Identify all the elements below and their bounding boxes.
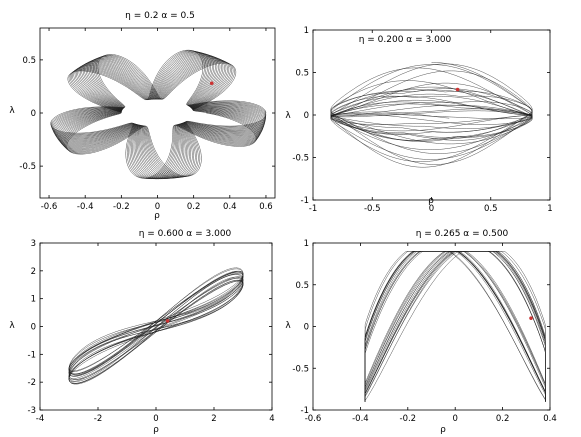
panel-1-xtick-label: -0.6 xyxy=(41,202,58,212)
panel-3-ytick-label: 0 xyxy=(31,323,36,333)
panel-4-ytick-label: -0.5 xyxy=(292,364,309,374)
panel-4-xtick-label: -0.4 xyxy=(352,414,369,424)
panel-3-xtick-label: 2 xyxy=(211,414,216,424)
panel-4-curve xyxy=(364,251,546,402)
panel-3-ytick-label: 3 xyxy=(31,239,36,249)
panel-2-ytick-label: -1 xyxy=(301,196,309,206)
panel-1-xtick-label: 0.6 xyxy=(259,202,273,212)
panel-4-xtick-label: 0 xyxy=(452,414,457,424)
panel-3-ytick-label: 1 xyxy=(31,295,36,305)
panel-4-trajectory xyxy=(364,251,546,402)
panel-1-ytick-label: 0.5 xyxy=(22,56,36,66)
panel-3-ytick-label: 2 xyxy=(31,267,36,277)
panel-4-ticks: -0.6 -0.4 -0.2 0 0.2 0.4 -1 -0.5 0 0.5 1 xyxy=(292,239,556,424)
panel-3-ticks: -4 -2 0 2 4 -3 -2 -1 0 1 2 3 xyxy=(28,239,275,424)
panel-3-marker xyxy=(165,319,170,323)
panel-1-xtick-label: -0.2 xyxy=(113,202,130,212)
panel-2-ytick-label: 0 xyxy=(304,111,309,121)
panel-1: η = 0.2 α = 0.5 -0.6 -0.4 -0.2 0 0.2 0.4 0.6-0… xyxy=(9,11,276,221)
panel-2-xlabel: ρ xyxy=(428,196,434,206)
panel-2-xtick-label: -0.5 xyxy=(364,204,381,214)
panel-3-title: η = 0.600 α = 3.000 xyxy=(139,229,232,239)
panel-4: η = 0.265 α = 0.500 -0.6 -0.4 -0.2 0 0.2 0.4-… xyxy=(285,229,556,435)
panel-4-ytick-label: 1 xyxy=(304,239,309,249)
panel-2-curve xyxy=(330,62,533,168)
panel-1-ytick-label: 0 xyxy=(31,109,36,119)
panel-3-xtick-label: -4 xyxy=(36,414,44,424)
panel-4-xtick-label: -0.6 xyxy=(305,414,322,424)
panel-3-xtick-label: 0 xyxy=(153,414,158,424)
panel-2-trajectory xyxy=(330,62,533,168)
panel-2: η = 0.200 α = 3.000 -1 -0.5 0 0.5 1 -1 -0.5 0 0.… xyxy=(285,26,552,214)
panel-4-marker xyxy=(529,316,533,320)
panel-3-ylabel: λ xyxy=(9,321,15,331)
panel-2-ytick-label: 1 xyxy=(304,26,309,36)
panel-1-title: η = 0.2 α = 0.5 xyxy=(125,11,195,21)
panel-4-xtick-label: 0.2 xyxy=(496,414,510,424)
panel-3-ytick-label: -1 xyxy=(28,350,36,360)
panel-3-xtick-label: -2 xyxy=(94,414,102,424)
panel-2-xtick-label: 1 xyxy=(547,204,552,214)
panel-4-title: η = 0.265 α = 0.500 xyxy=(416,229,509,239)
panel-2-marker xyxy=(455,87,460,92)
panel-2-ytick-label: -0.5 xyxy=(292,154,309,164)
panel-1-ticks: -0.6 -0.4 -0.2 0 0.2 0.4 0.6 -0.5 0 0.5 xyxy=(19,28,275,212)
panel-3-ytick-label: -2 xyxy=(28,378,36,388)
panel-1-xtick-label: 0.4 xyxy=(223,202,237,212)
panel-2-ytick-label: 0.5 xyxy=(295,69,309,79)
panel-1-curve xyxy=(50,49,267,180)
panel-4-xlabel: ρ xyxy=(440,425,446,435)
panel-2-title: η = 0.200 α = 3.000 xyxy=(359,35,452,45)
panel-4-xtick-label: 0.4 xyxy=(543,414,557,424)
panel-3-trajectory xyxy=(68,267,244,385)
panel-4-ytick-label: 0 xyxy=(304,323,309,333)
panel-1-marker xyxy=(209,81,214,86)
panel-4-ylabel: λ xyxy=(285,321,291,331)
panel-4-ytick-label: 0.5 xyxy=(295,281,309,291)
panel-1-ytick-label: -0.5 xyxy=(19,162,36,172)
panel-4-xtick-label: -0.2 xyxy=(400,414,417,424)
panel-2-ylabel: λ xyxy=(285,111,291,121)
panel-4-ytick-label: -1 xyxy=(301,406,309,416)
panel-3-ytick-label: -3 xyxy=(28,406,36,416)
panel-2-ticks: -1 -0.5 0 0.5 1 -1 -0.5 0 0.5 1 xyxy=(292,26,552,214)
panel-1-trajectory xyxy=(50,49,267,180)
panel-1-xlabel: ρ xyxy=(154,211,160,221)
panel-2-xtick-label: 0.5 xyxy=(484,204,498,214)
panel-3-curve xyxy=(68,267,244,385)
panel-2-xtick-label: 0 xyxy=(429,204,434,214)
panel-3-xtick-label: 4 xyxy=(269,414,274,424)
panel-1-ylabel: λ xyxy=(9,106,15,116)
panel-3-xlabel: ρ xyxy=(153,425,159,435)
panel-2-xtick-label: -1 xyxy=(309,204,317,214)
panel-1-xtick-label: 0 xyxy=(155,202,160,212)
panel-1-xtick-label: 0.2 xyxy=(187,202,201,212)
panel-1-xtick-label: -0.4 xyxy=(77,202,94,212)
